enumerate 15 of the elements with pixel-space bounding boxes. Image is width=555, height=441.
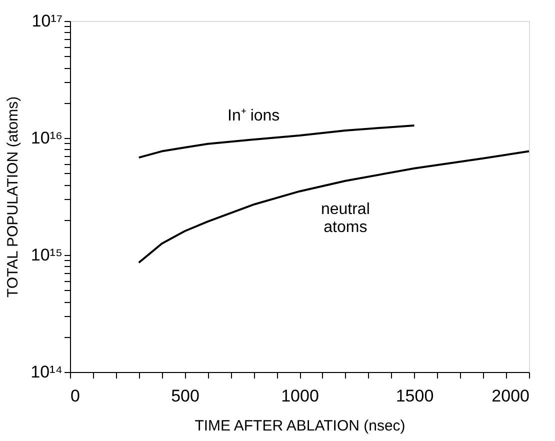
x-tick-label: 2000 <box>492 386 530 406</box>
y-tick-label: 10¹⁵ <box>30 246 62 264</box>
y-tick-label: 10¹⁷ <box>32 12 62 30</box>
x-tick-label: 1500 <box>396 386 434 406</box>
y-tick-label: 10¹⁴ <box>30 362 62 382</box>
x-tick-label: 1000 <box>281 386 319 406</box>
x-tick-label: 0 <box>70 386 80 406</box>
y-tick-label: 10¹⁶ <box>30 128 62 148</box>
x-tick-label: 500 <box>171 386 200 406</box>
line-series <box>138 124 416 159</box>
line-series <box>138 150 530 264</box>
series-label: In⁺ ions <box>228 108 280 125</box>
y-axis-title: TOTAL POPULATION (atoms) <box>4 96 22 298</box>
series-label: neutral atoms <box>320 200 370 236</box>
x-axis-title: TIME AFTER ABLATION (nsec) <box>194 418 406 434</box>
